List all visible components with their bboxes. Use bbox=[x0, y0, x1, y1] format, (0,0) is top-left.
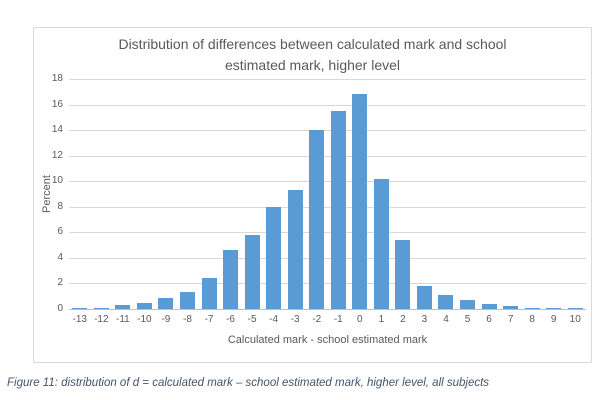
x-tick-label-2: 2 bbox=[400, 314, 406, 325]
bar--3 bbox=[287, 190, 303, 309]
x-tick-label-4: 4 bbox=[443, 314, 449, 325]
y-tick-label-14: 14 bbox=[51, 124, 63, 136]
bar-7 bbox=[503, 306, 519, 309]
y-tick-label-12: 12 bbox=[51, 149, 63, 161]
bar--11 bbox=[115, 305, 131, 309]
chart-title: Distribution of differences between calc… bbox=[34, 34, 591, 76]
x-tick-label--5: -5 bbox=[247, 314, 257, 325]
gridline-y6 bbox=[69, 232, 586, 234]
bar-2 bbox=[395, 240, 411, 309]
y-tick-label-6: 6 bbox=[57, 226, 63, 238]
x-tick-label--8: -8 bbox=[183, 314, 192, 325]
bar--6 bbox=[223, 250, 239, 309]
x-axis-title: Calculated mark - school estimated mark bbox=[227, 334, 428, 346]
bar-10 bbox=[567, 307, 583, 309]
bar--8 bbox=[179, 292, 195, 309]
bar--13 bbox=[72, 307, 88, 309]
bar--7 bbox=[201, 278, 217, 309]
gridline-y12 bbox=[69, 155, 586, 157]
bar--2 bbox=[309, 130, 325, 309]
x-tick-label--9: -9 bbox=[161, 314, 171, 325]
x-tick-label-9: 9 bbox=[550, 314, 557, 325]
x-tick-label-1: 1 bbox=[378, 314, 385, 325]
x-tick-label--11: -11 bbox=[115, 314, 130, 325]
bar-0 bbox=[352, 94, 368, 309]
bar--12 bbox=[93, 307, 109, 309]
bar-9 bbox=[546, 307, 562, 309]
x-tick-label--2: -2 bbox=[312, 314, 322, 325]
chart-title-text: Distribution of differences between calc… bbox=[118, 36, 507, 73]
gridline-y8 bbox=[69, 206, 586, 208]
plot-area: 0 2 4 6 8 10 12 14 16 18 -13 -12 -11 -10 -9 -8 -7 -6 -5 -4-… bbox=[52, 73, 586, 325]
figure-caption: Figure 11: distribution of d = calculate… bbox=[7, 377, 490, 389]
x-tick-label--12: -12 bbox=[94, 314, 109, 325]
x-tick-label-10: 10 bbox=[569, 314, 581, 325]
x-tick-label-5: 5 bbox=[464, 314, 471, 325]
bar-4 bbox=[438, 294, 454, 309]
x-tick-label--13: -13 bbox=[72, 314, 87, 325]
bar-6 bbox=[481, 303, 497, 309]
x-tick-label-8: 8 bbox=[529, 314, 535, 325]
x-tick-label--10: -10 bbox=[137, 314, 152, 325]
x-tick-label-7: 7 bbox=[507, 314, 514, 325]
gridline-y18 bbox=[69, 79, 586, 80]
y-tick-label-18: 18 bbox=[51, 73, 63, 84]
x-tick-label--1: -1 bbox=[333, 314, 343, 325]
y-tick-label-16: 16 bbox=[51, 98, 63, 110]
y-tick-label-4: 4 bbox=[57, 251, 63, 263]
bar--9 bbox=[158, 297, 174, 309]
bar--4 bbox=[266, 206, 282, 309]
x-tick-label--4: -4 bbox=[269, 314, 279, 325]
bar--5 bbox=[244, 234, 260, 309]
chart: Distribution of differences between calc… bbox=[33, 27, 592, 363]
gridline-y10 bbox=[69, 181, 586, 183]
y-tick-label-10: 10 bbox=[51, 175, 63, 187]
y-tick-label-0: 0 bbox=[57, 303, 63, 314]
x-tick-label--3: -3 bbox=[290, 314, 300, 325]
gridline-y14 bbox=[69, 130, 586, 132]
x-tick-label-6: 6 bbox=[486, 314, 492, 325]
bar--1 bbox=[330, 110, 346, 309]
x-tick-label-0: 0 bbox=[357, 314, 363, 325]
x-tick-label--7: -7 bbox=[204, 314, 214, 325]
x-tick-label-3: 3 bbox=[421, 314, 428, 325]
bar-1 bbox=[373, 178, 389, 309]
gridline-y4 bbox=[69, 257, 586, 259]
y-tick-label-2: 2 bbox=[57, 277, 63, 289]
bar-5 bbox=[460, 300, 476, 309]
bar--10 bbox=[136, 303, 152, 309]
gridline-y16 bbox=[69, 104, 586, 106]
gridline-y2 bbox=[69, 283, 586, 285]
bar-8 bbox=[524, 307, 540, 309]
y-tick-label-8: 8 bbox=[57, 200, 63, 212]
bar-3 bbox=[416, 286, 432, 309]
x-tick-label--6: -6 bbox=[226, 314, 235, 325]
